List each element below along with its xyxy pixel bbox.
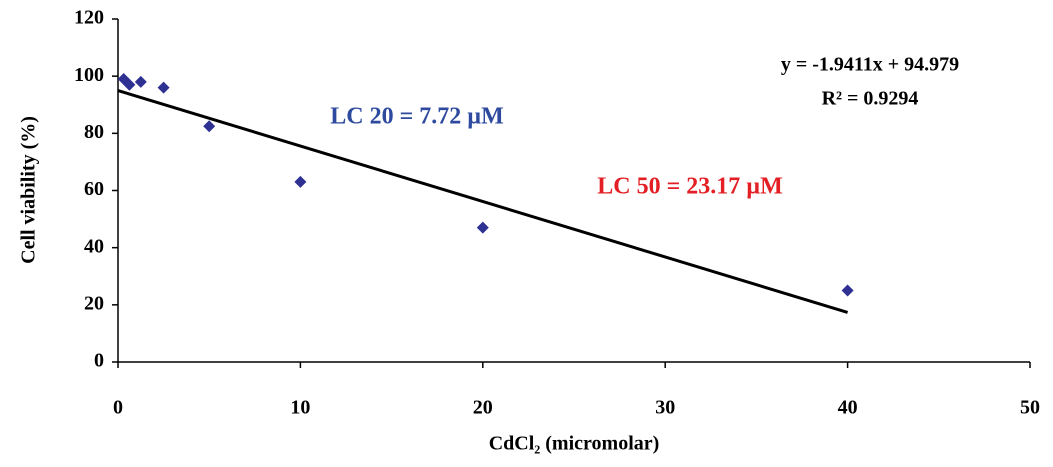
point — [476, 221, 489, 234]
x-tick-label: 0 — [113, 397, 123, 419]
trendline — [117, 89, 849, 314]
point — [134, 75, 147, 88]
x-tick-label: 30 — [655, 397, 675, 419]
y-tick-label: 60 — [84, 178, 104, 200]
annotation: R² = 0.9294 — [822, 88, 919, 110]
y-tick-label: 120 — [74, 7, 104, 29]
point — [203, 120, 216, 133]
x-tick-label: 10 — [290, 397, 310, 419]
y-tick-label: 80 — [84, 121, 104, 143]
annotation: y = -1.9411x + 94.979 — [781, 54, 959, 76]
point — [157, 81, 170, 94]
x-axis-label: CdCl₂ (micromolar) — [489, 433, 660, 455]
y-tick-label: 0 — [94, 350, 104, 372]
point — [294, 175, 307, 188]
y-tick-label: 100 — [74, 64, 104, 86]
x-tick-label: 20 — [473, 397, 493, 419]
x-tick-label: 40 — [838, 397, 858, 419]
point — [123, 78, 136, 91]
y-tick-label: 20 — [84, 292, 104, 314]
point — [841, 284, 854, 297]
y-tick-label: 40 — [84, 235, 104, 257]
y-axis-label: Cell viability (%) — [18, 116, 40, 264]
x-tick-label: 50 — [1020, 397, 1040, 419]
annotation: LC 50 = 23.17 µM — [597, 174, 783, 200]
annotation: LC 20 = 7.72 µM — [330, 104, 504, 130]
